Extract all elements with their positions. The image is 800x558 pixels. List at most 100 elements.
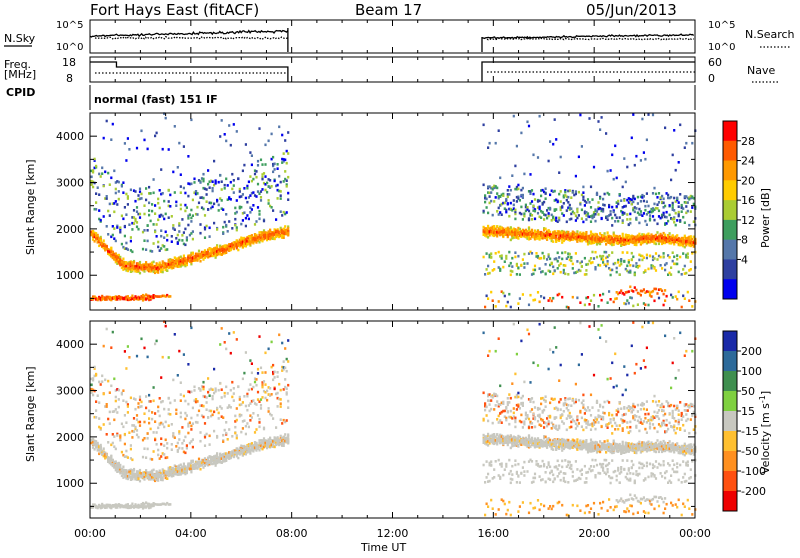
range-cell bbox=[143, 421, 145, 424]
range-cell bbox=[669, 214, 671, 217]
range-cell bbox=[134, 218, 136, 221]
range-cell bbox=[160, 247, 162, 250]
range-cell bbox=[115, 408, 117, 411]
range-cell bbox=[619, 193, 621, 196]
range-cell bbox=[98, 417, 100, 420]
range-cell bbox=[125, 450, 127, 453]
range-cell bbox=[573, 212, 575, 215]
range-cell bbox=[666, 216, 668, 219]
range-cell bbox=[127, 248, 129, 251]
range-cell bbox=[101, 167, 103, 170]
range-cell bbox=[243, 187, 245, 190]
range-cell bbox=[166, 447, 168, 450]
range-cell bbox=[640, 294, 642, 297]
range-cell bbox=[222, 208, 224, 211]
range-cell bbox=[493, 260, 495, 263]
range-cell bbox=[489, 142, 491, 145]
range-cell bbox=[118, 190, 120, 193]
range-cell bbox=[549, 140, 551, 143]
range-cell bbox=[526, 262, 528, 265]
range-cell bbox=[240, 223, 242, 226]
range-cell bbox=[531, 252, 533, 255]
range-cell bbox=[523, 262, 525, 265]
range-cell bbox=[160, 229, 162, 232]
range-cell bbox=[239, 188, 241, 191]
range-cell bbox=[277, 167, 279, 170]
range-cell bbox=[183, 231, 185, 234]
range-cell bbox=[688, 224, 690, 227]
range-cell bbox=[187, 195, 189, 198]
range-cell bbox=[91, 391, 93, 394]
range-cell bbox=[154, 439, 156, 442]
range-cell bbox=[209, 186, 211, 189]
range-cell bbox=[153, 469, 155, 472]
range-cell bbox=[534, 265, 536, 268]
range-cell bbox=[162, 479, 164, 482]
range-cell bbox=[632, 265, 634, 268]
range-cell bbox=[510, 274, 512, 277]
range-cell bbox=[610, 298, 612, 301]
range-cell bbox=[231, 173, 233, 176]
range-cell bbox=[255, 195, 257, 198]
range-cell bbox=[157, 202, 159, 205]
range-cell bbox=[287, 176, 289, 179]
range-cell bbox=[100, 219, 102, 222]
range-cell bbox=[92, 394, 94, 397]
date-label: 05/Jun/2013 bbox=[586, 1, 677, 19]
range-cell bbox=[569, 189, 571, 192]
range-cell bbox=[106, 195, 108, 198]
range-cell bbox=[153, 450, 155, 453]
range-cell bbox=[224, 187, 226, 190]
range-cell bbox=[178, 222, 180, 225]
range-cell bbox=[124, 350, 126, 353]
range-cell bbox=[534, 218, 536, 221]
range-cell bbox=[531, 218, 533, 221]
range-cell bbox=[667, 220, 669, 223]
range-cell bbox=[517, 302, 519, 305]
range-cell bbox=[268, 140, 270, 143]
range-cell bbox=[221, 180, 223, 183]
range-cell bbox=[658, 210, 660, 213]
range-cell bbox=[284, 159, 286, 162]
range-cell bbox=[644, 220, 646, 223]
range-cell bbox=[163, 200, 165, 203]
range-cell bbox=[225, 224, 227, 227]
range-cell bbox=[154, 412, 156, 415]
range-cell bbox=[264, 175, 266, 178]
range-cell bbox=[607, 260, 609, 263]
noise-tick-bottom: 10^0 bbox=[56, 42, 83, 53]
range-cell bbox=[122, 218, 124, 221]
range-cell bbox=[272, 171, 274, 174]
range-cell bbox=[131, 503, 133, 506]
range-cell bbox=[136, 434, 138, 437]
range-cell bbox=[286, 185, 288, 188]
range-cell bbox=[212, 187, 214, 190]
range-cell bbox=[113, 419, 115, 422]
power-colorbar-label: Power [dB] bbox=[759, 188, 772, 248]
range-cell bbox=[678, 291, 680, 294]
range-cell bbox=[673, 197, 675, 200]
range-cell bbox=[143, 229, 145, 232]
range-cell bbox=[602, 293, 604, 296]
range-cell bbox=[127, 411, 129, 414]
range-cell bbox=[131, 436, 133, 439]
range-cell bbox=[664, 127, 666, 130]
range-cell bbox=[162, 423, 164, 426]
range-cell bbox=[153, 192, 155, 195]
range-cell bbox=[508, 251, 510, 254]
range-cell bbox=[284, 225, 286, 228]
range-cell bbox=[688, 299, 690, 302]
range-cell bbox=[124, 235, 126, 238]
range-cell bbox=[255, 176, 257, 179]
range-cell bbox=[206, 188, 208, 191]
range-cell bbox=[139, 469, 141, 472]
range-cell bbox=[160, 168, 162, 171]
range-cell bbox=[151, 411, 153, 414]
range-cell bbox=[504, 260, 506, 263]
range-cell bbox=[130, 448, 132, 451]
range-cell bbox=[254, 223, 256, 226]
range-cell bbox=[564, 273, 566, 276]
range-cell bbox=[242, 170, 244, 173]
range-cell bbox=[539, 301, 541, 304]
range-cell bbox=[626, 251, 628, 254]
